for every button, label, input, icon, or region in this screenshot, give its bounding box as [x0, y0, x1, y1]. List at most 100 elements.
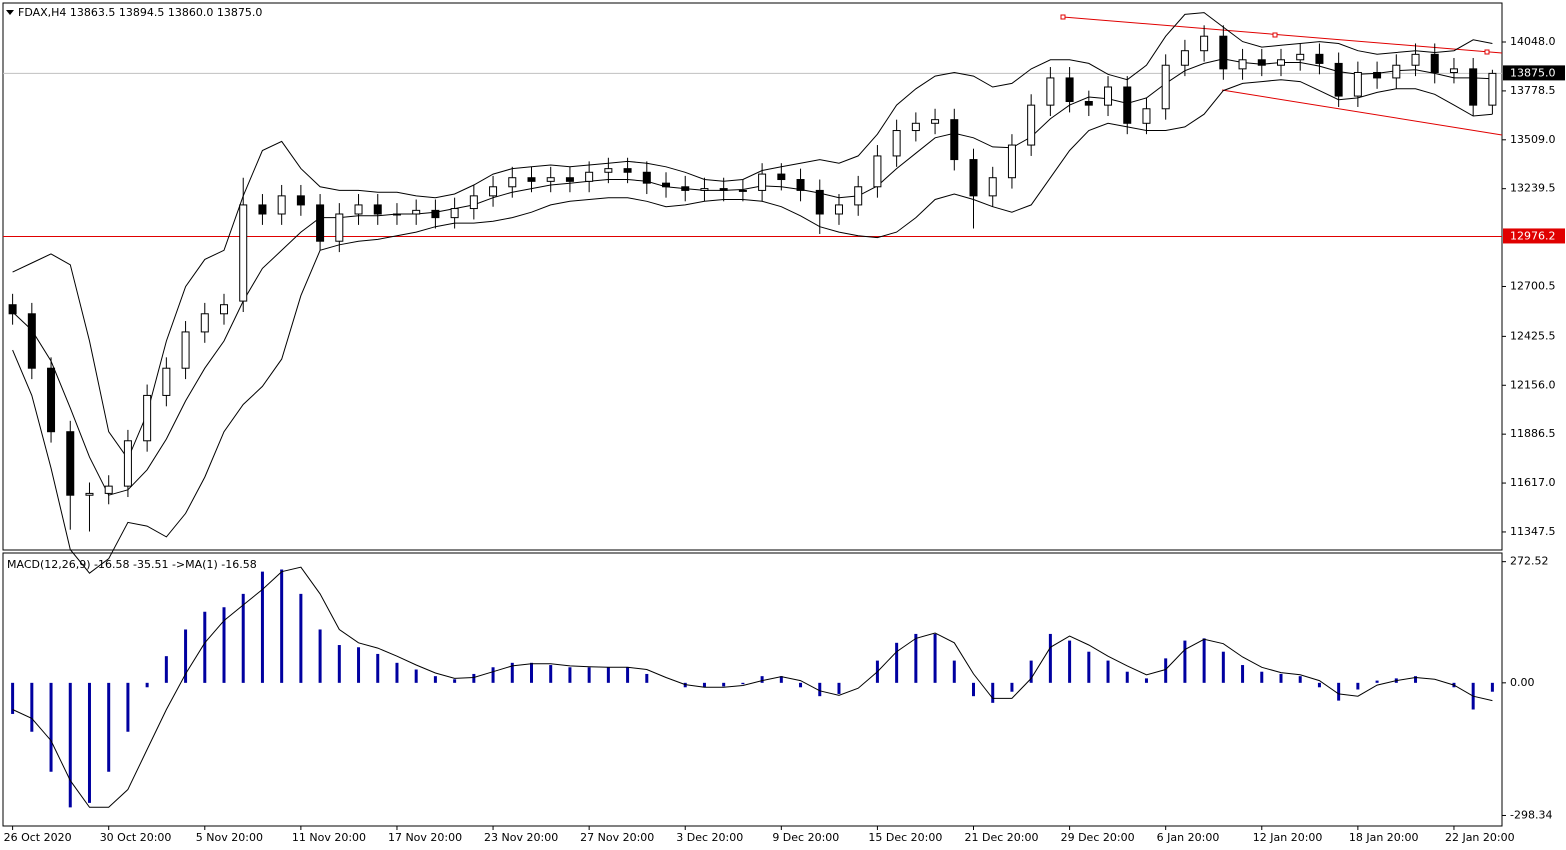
candle-body: [8, 304, 17, 315]
candle-body: [1027, 104, 1036, 146]
y-tick-label: 12425.5: [1510, 329, 1556, 342]
candle-body: [1104, 86, 1113, 106]
candle-body: [1315, 53, 1324, 64]
macd-panel: [2, 552, 1503, 827]
main-panel: [2, 2, 1503, 551]
y-tick-label: 12156.0: [1510, 378, 1556, 391]
candle-body: [700, 188, 709, 191]
candle-body: [1007, 144, 1016, 179]
menu-arrow[interactable]: [6, 10, 14, 15]
trend-line: [1221, 89, 1503, 136]
candle-body: [834, 204, 843, 215]
candle-body: [969, 159, 978, 197]
candle-body: [431, 209, 440, 219]
candle-body: [1200, 35, 1209, 52]
y-tick-label: 0.00: [1510, 676, 1535, 689]
candle-body: [392, 213, 401, 216]
candle-body: [1296, 53, 1305, 61]
x-tick-label: 15 Dec 20:00: [868, 831, 942, 844]
x-tick-label: 18 Jan 20:00: [1349, 831, 1419, 844]
candle-body: [527, 177, 536, 182]
candle-body: [1084, 101, 1093, 106]
candle-body: [719, 188, 728, 191]
candle-body: [1488, 72, 1497, 106]
candle-body: [489, 186, 498, 197]
y-tick-label: 11617.0: [1510, 476, 1556, 489]
candle-body: [469, 195, 478, 210]
candle-body: [1449, 68, 1458, 73]
candle-body: [1353, 71, 1362, 97]
candle-body: [1276, 59, 1285, 66]
candle-body: [546, 177, 555, 182]
trend-anchor[interactable]: [1484, 49, 1490, 55]
candle-body: [277, 195, 286, 215]
candle-body: [892, 130, 901, 157]
candle-body: [950, 119, 959, 161]
x-tick-label: 9 Dec 20:00: [772, 831, 839, 844]
x-tick-label: 29 Dec 20:00: [1061, 831, 1135, 844]
x-tick-label: 11 Nov 20:00: [292, 831, 366, 844]
candle-body: [47, 367, 56, 433]
candle-body: [565, 177, 574, 182]
signal-line: [12, 566, 1493, 808]
price-label: 13875.0: [1510, 66, 1556, 79]
level-label: 12976.2: [1510, 229, 1556, 242]
macd-title: MACD(12,26,9) -16.58 -35.51 ->MA(1) -16.…: [7, 558, 257, 571]
candle-body: [85, 492, 94, 496]
candle-body: [681, 186, 690, 191]
y-tick-label: 13778.5: [1510, 84, 1556, 97]
candle-body: [1161, 64, 1170, 110]
candle-body: [1430, 53, 1439, 73]
y-tick-label: 11886.5: [1510, 427, 1556, 440]
x-tick-label: 17 Nov 20:00: [388, 831, 462, 844]
candle-body: [1219, 35, 1228, 70]
bollinger-upper: [12, 12, 1493, 460]
x-tick-label: 30 Oct 20:00: [100, 831, 172, 844]
candle-body: [200, 313, 209, 333]
x-tick-label: 12 Jan 20:00: [1253, 831, 1323, 844]
y-tick-label: 14048.0: [1510, 35, 1556, 48]
candle-body: [854, 186, 863, 206]
candle-body: [1469, 68, 1478, 106]
y-tick-label: 272.52: [1510, 555, 1549, 568]
candle-body: [258, 204, 267, 215]
trend-anchor[interactable]: [1060, 14, 1066, 20]
candle-body: [335, 213, 344, 242]
candle-body: [623, 168, 632, 173]
x-tick-label: 6 Jan 20:00: [1157, 831, 1220, 844]
y-tick-label: 12700.5: [1510, 279, 1556, 292]
candle-body: [642, 171, 651, 184]
trend-anchor[interactable]: [1272, 32, 1278, 38]
candle-body: [354, 204, 363, 215]
candle-body: [373, 204, 382, 215]
candle-body: [220, 304, 229, 315]
y-tick-label: 11347.5: [1510, 525, 1556, 538]
x-tick-label: 5 Nov 20:00: [196, 831, 263, 844]
candle-body: [1373, 71, 1382, 79]
y-tick-label: 13509.0: [1510, 133, 1556, 146]
candle-body: [1142, 108, 1151, 124]
candle-body: [123, 440, 132, 487]
candle-body: [450, 208, 459, 219]
trend-line: [1062, 16, 1503, 54]
candle-body: [143, 394, 152, 442]
candle-body: [162, 367, 171, 396]
candle-body: [508, 177, 517, 188]
candle-body: [738, 189, 747, 192]
candle-body: [585, 171, 594, 182]
candle-body: [1123, 86, 1132, 124]
candle-body: [988, 177, 997, 197]
candle-body: [66, 431, 75, 496]
y-tick-label: -298.34: [1510, 808, 1552, 821]
candle-body: [316, 204, 325, 242]
x-tick-label: 26 Oct 2020: [4, 831, 72, 844]
x-tick-label: 22 Jan 20:00: [1445, 831, 1515, 844]
x-tick-label: 3 Dec 20:00: [676, 831, 743, 844]
candle-body: [104, 485, 113, 494]
candle-body: [1046, 77, 1055, 106]
bollinger-lower: [12, 79, 1493, 574]
candle-body: [777, 173, 786, 181]
candle-body: [181, 331, 190, 369]
candle-body: [27, 313, 36, 369]
